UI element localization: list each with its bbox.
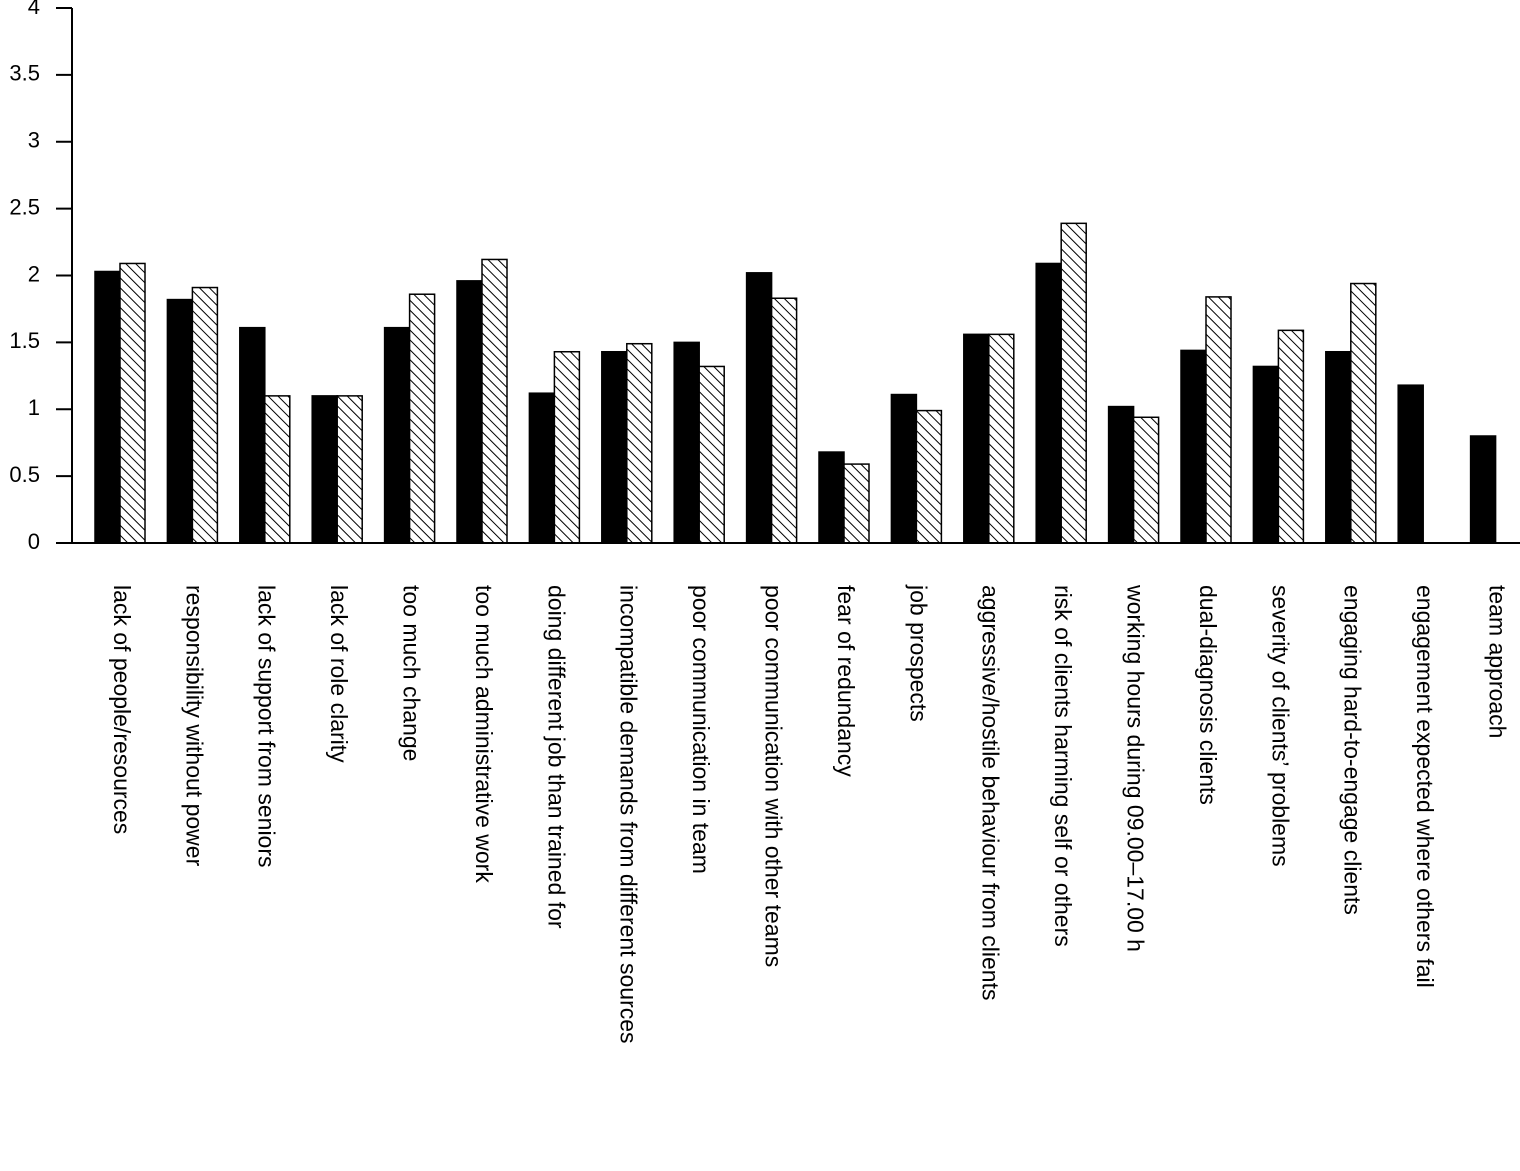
bar <box>528 392 556 544</box>
y-tick-label: 2 <box>28 261 40 286</box>
bar <box>456 280 483 544</box>
bar <box>843 463 870 544</box>
bar <box>1397 384 1424 544</box>
bar <box>988 333 1015 544</box>
x-tick-label: engagement expected where others fail <box>1412 585 1438 988</box>
bar <box>818 451 845 544</box>
bar <box>481 258 508 544</box>
x-tick-label: doing different job than trained for <box>543 585 569 929</box>
bar <box>119 262 146 544</box>
y-tick-label: 2.5 <box>9 194 40 219</box>
bar <box>166 298 194 544</box>
x-tick-label: responsibility without power <box>181 585 207 867</box>
x-tick-label: job prospects <box>905 584 931 722</box>
x-tick-label: dual-diagnosis clients <box>1195 585 1221 805</box>
bar <box>553 350 581 544</box>
bar <box>264 395 291 544</box>
bar <box>1060 222 1087 544</box>
x-tick-label: too much administrative work <box>471 585 497 883</box>
bar <box>408 293 436 544</box>
bar <box>626 342 653 544</box>
bar <box>915 409 943 544</box>
bar <box>698 365 725 544</box>
x-tick-label: incompatible demands from different sour… <box>616 585 642 1044</box>
y-tick-label: 3.5 <box>9 61 40 86</box>
bar <box>336 395 363 544</box>
x-tick-label: lack of support from seniors <box>254 585 280 868</box>
bar <box>94 270 121 544</box>
bar <box>1469 435 1497 544</box>
x-tick-label: team approach <box>1485 585 1511 738</box>
y-tick-label: 1.5 <box>9 328 40 353</box>
bar <box>1180 349 1207 544</box>
bar <box>1132 416 1160 544</box>
bar <box>239 326 266 544</box>
y-tick-label: 4 <box>28 0 40 19</box>
bar <box>191 286 219 544</box>
x-tick-label: risk of clients harming self or others <box>1050 585 1076 947</box>
bar <box>963 333 990 544</box>
x-tick-label: aggressive/hostile behaviour from client… <box>978 585 1004 1000</box>
x-tick-label: lack of people/resources <box>109 585 135 834</box>
y-tick-label: 0 <box>28 529 40 554</box>
bar <box>890 393 918 544</box>
bar <box>383 326 411 544</box>
bar <box>1252 365 1280 544</box>
bar <box>745 272 773 544</box>
x-tick-label: engaging hard-to-engage clients <box>1340 585 1366 915</box>
x-tick-label: poor communication in team <box>688 585 714 874</box>
x-tick-label: poor communication with other teams <box>761 585 787 967</box>
y-tick-label: 0.5 <box>9 462 40 487</box>
bar <box>601 350 628 544</box>
x-tick-label: severity of clients’ problems <box>1267 585 1293 867</box>
x-tick-label: lack of role clarity <box>326 585 352 763</box>
bar <box>1277 329 1305 544</box>
y-tick-label: 3 <box>28 128 40 153</box>
bar <box>311 395 338 544</box>
bar <box>673 341 700 544</box>
bar <box>1325 350 1352 544</box>
x-tick-label: working hours during 09.00–17.00 h <box>1123 584 1149 952</box>
bar <box>1350 282 1377 544</box>
bar <box>1205 296 1232 544</box>
bar <box>1035 262 1062 544</box>
x-tick-label: fear of redundancy <box>833 585 859 777</box>
x-tick-label: too much change <box>399 585 425 761</box>
y-tick-label: 1 <box>28 395 40 420</box>
bar <box>1107 405 1135 544</box>
bar <box>770 297 798 544</box>
